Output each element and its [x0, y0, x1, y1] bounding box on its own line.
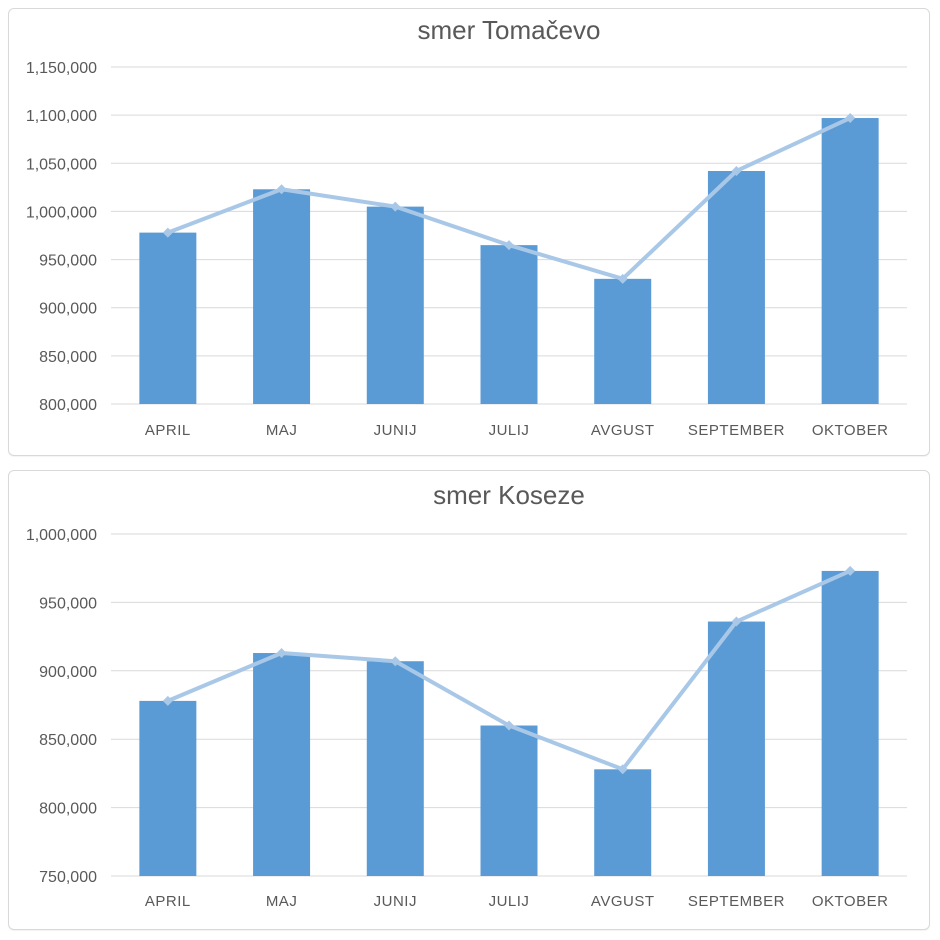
y-axis-tick-label: 850,000: [39, 732, 97, 749]
bar-maj[interactable]: [253, 653, 311, 876]
y-axis-tick-label: 1,050,000: [26, 156, 97, 173]
line-marker: [276, 184, 287, 195]
x-axis-label-oktober: OKTOBER: [812, 422, 889, 439]
x-axis-label-avgust: AVGUST: [591, 893, 655, 910]
chart-title: smer Koseze: [433, 480, 585, 510]
gridlines-group: 1,150,000 1,100,000 1,050,000 1,000,000 950,…: [26, 60, 907, 414]
gridlines-group: 1,000,000 950,000 900,000 850,000 800,000 750…: [26, 527, 907, 886]
x-axis-labels-group: APRIL MAJ JUNIJ JULIJ AVGUST SEPTEMBER OKTOBER: [145, 422, 889, 439]
line-marker: [731, 165, 742, 176]
x-axis-label-julij: JULIJ: [489, 893, 530, 910]
bar-avgust[interactable]: [594, 769, 652, 876]
line-series-group: [162, 113, 856, 284]
bar-oktober[interactable]: [821, 570, 879, 876]
line-marker: [162, 695, 173, 706]
bar-julij[interactable]: [480, 725, 538, 876]
bar-september[interactable]: [707, 170, 765, 404]
line-marker: [617, 273, 628, 284]
x-axis-label-avgust: AVGUST: [591, 422, 655, 439]
x-axis-label-maj: MAJ: [266, 893, 298, 910]
bar-maj[interactable]: [253, 189, 311, 404]
line-marker: [731, 616, 742, 627]
y-axis-tick-label: 750,000: [39, 869, 97, 886]
line-series-group: [162, 565, 856, 775]
y-axis-tick-label: 1,100,000: [26, 108, 97, 125]
y-axis-tick-label: 900,000: [39, 301, 97, 318]
x-axis-label-julij: JULIJ: [489, 422, 530, 439]
line-marker: [162, 227, 173, 238]
x-axis-label-oktober: OKTOBER: [812, 893, 889, 910]
bar-september[interactable]: [707, 621, 765, 876]
bar-avgust[interactable]: [594, 278, 652, 404]
line-marker: [617, 764, 628, 775]
chart-title: smer Tomačevo: [417, 15, 601, 45]
bar-series-group: [139, 570, 879, 876]
bar-april[interactable]: [139, 700, 197, 876]
chart-plot-area: 1,000,000 950,000 900,000 850,000 800,000 750…: [26, 527, 907, 910]
y-axis-tick-label: 1,150,000: [26, 60, 97, 77]
bar-series-group: [139, 118, 879, 404]
bar-oktober[interactable]: [821, 118, 879, 404]
chart-smer-koseze[interactable]: smer Koseze 1,000,000 950,000 900,000 850,0…: [8, 470, 930, 930]
x-axis-label-april: APRIL: [145, 893, 191, 910]
bar-julij[interactable]: [480, 245, 538, 404]
line-marker: [845, 565, 856, 576]
bar-april[interactable]: [139, 232, 197, 404]
x-axis-label-april: APRIL: [145, 422, 191, 439]
y-axis-tick-label: 1,000,000: [26, 527, 97, 544]
line-marker: [276, 648, 287, 659]
x-axis-label-september: SEPTEMBER: [688, 893, 785, 910]
y-axis-tick-label: 1,000,000: [26, 204, 97, 221]
x-axis-label-september: SEPTEMBER: [688, 422, 785, 439]
bar-junij[interactable]: [366, 206, 424, 404]
x-axis-labels-group: APRIL MAJ JUNIJ JULIJ AVGUST SEPTEMBER OKTOBER: [145, 893, 889, 910]
x-axis-label-junij: JUNIJ: [374, 422, 417, 439]
x-axis-label-junij: JUNIJ: [374, 893, 417, 910]
line-marker: [390, 201, 401, 212]
line-marker: [845, 113, 856, 124]
line-marker: [390, 656, 401, 667]
x-axis-label-maj: MAJ: [266, 422, 298, 439]
y-axis-tick-label: 950,000: [39, 253, 97, 270]
line-marker: [504, 240, 514, 251]
y-axis-tick-label: 800,000: [39, 397, 97, 414]
line-marker: [504, 720, 514, 731]
y-axis-tick-label: 900,000: [39, 664, 97, 681]
y-axis-tick-label: 850,000: [39, 349, 97, 366]
chart-smer-tomacevo[interactable]: smer Tomačevo 1,150,000 1,100,000 1,050,00…: [8, 8, 930, 456]
y-axis-tick-label: 800,000: [39, 801, 97, 818]
bar-junij[interactable]: [366, 661, 424, 876]
chart-plot-area: 1,150,000 1,100,000 1,050,000 1,000,000 950,…: [26, 60, 907, 439]
y-axis-tick-label: 950,000: [39, 595, 97, 612]
